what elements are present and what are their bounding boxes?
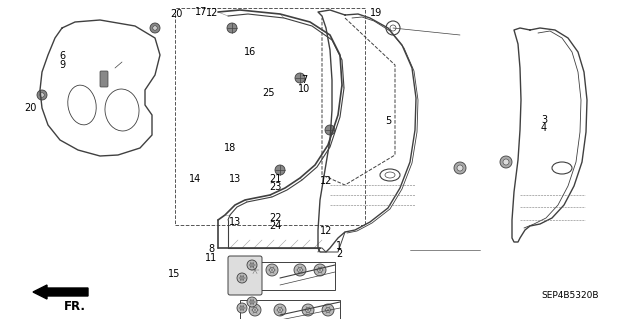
Circle shape	[266, 264, 278, 276]
Circle shape	[454, 162, 466, 174]
Circle shape	[295, 73, 305, 83]
Circle shape	[326, 308, 330, 312]
Circle shape	[322, 304, 334, 316]
Circle shape	[278, 308, 282, 312]
Circle shape	[317, 268, 323, 272]
Circle shape	[253, 268, 257, 272]
Circle shape	[249, 264, 261, 276]
Text: 13: 13	[229, 217, 242, 227]
Text: 14: 14	[189, 174, 202, 184]
Text: 24: 24	[269, 221, 282, 231]
Text: SEP4B5320B: SEP4B5320B	[541, 292, 599, 300]
Circle shape	[325, 125, 335, 135]
FancyBboxPatch shape	[100, 71, 108, 87]
Circle shape	[40, 93, 44, 97]
Circle shape	[249, 304, 261, 316]
Circle shape	[37, 90, 47, 100]
Text: 19: 19	[370, 8, 383, 19]
Text: 18: 18	[224, 143, 237, 153]
Text: 11: 11	[205, 253, 218, 263]
Circle shape	[240, 276, 244, 280]
Circle shape	[237, 303, 247, 313]
Text: 17: 17	[195, 7, 208, 17]
Circle shape	[247, 260, 257, 270]
Text: 16: 16	[243, 47, 256, 57]
Text: 1: 1	[336, 241, 342, 251]
Text: 23: 23	[269, 182, 282, 192]
Text: 12: 12	[320, 226, 333, 236]
Text: 22: 22	[269, 212, 282, 223]
Text: 2: 2	[336, 249, 342, 259]
Circle shape	[240, 306, 244, 310]
Circle shape	[314, 264, 326, 276]
Circle shape	[500, 156, 512, 168]
Circle shape	[250, 300, 254, 304]
Bar	[175, 8, 365, 225]
Circle shape	[457, 165, 463, 171]
FancyBboxPatch shape	[228, 256, 262, 295]
Circle shape	[275, 165, 285, 175]
Circle shape	[503, 159, 509, 165]
Text: 21: 21	[269, 174, 282, 184]
Text: 3: 3	[541, 115, 547, 125]
Text: 9: 9	[60, 60, 66, 70]
Circle shape	[150, 23, 160, 33]
Circle shape	[302, 304, 314, 316]
Text: 20: 20	[170, 9, 182, 19]
Circle shape	[250, 263, 254, 267]
Text: 13: 13	[229, 174, 242, 184]
Circle shape	[237, 273, 247, 283]
Text: 7: 7	[301, 75, 307, 85]
Circle shape	[274, 304, 286, 316]
Circle shape	[269, 268, 275, 272]
Text: 15: 15	[168, 269, 180, 279]
Bar	[240, 262, 335, 290]
Text: 10: 10	[298, 84, 310, 94]
Text: 12: 12	[320, 176, 333, 186]
Circle shape	[247, 297, 257, 307]
Text: 6: 6	[60, 51, 66, 61]
Bar	[240, 300, 340, 319]
Circle shape	[253, 308, 257, 312]
Text: 4: 4	[541, 123, 547, 133]
Text: 8: 8	[208, 244, 214, 255]
Text: 12: 12	[206, 8, 219, 18]
Circle shape	[306, 308, 310, 312]
Circle shape	[227, 23, 237, 33]
Text: FR.: FR.	[64, 300, 86, 313]
Text: 25: 25	[262, 87, 275, 98]
Text: 20: 20	[24, 103, 37, 114]
Text: 5: 5	[385, 116, 392, 126]
Circle shape	[298, 268, 302, 272]
FancyArrow shape	[33, 285, 88, 299]
Circle shape	[153, 26, 157, 30]
Circle shape	[294, 264, 306, 276]
